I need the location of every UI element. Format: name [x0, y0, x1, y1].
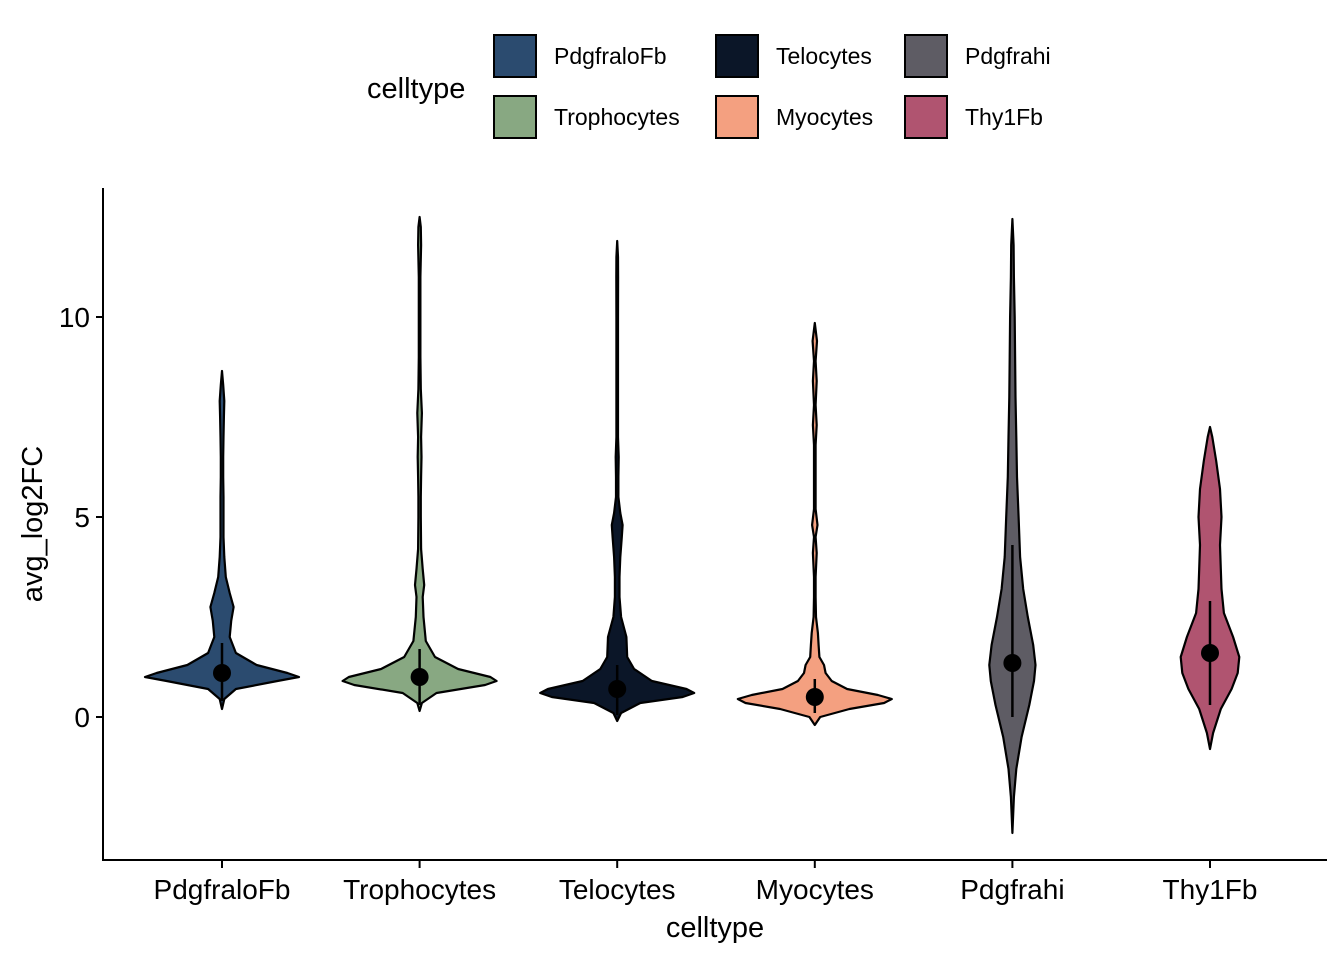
- x-tick-label: PdgfraloFb: [154, 874, 291, 905]
- legend-item: Trophocytes: [493, 95, 680, 139]
- x-axis-title: celltype: [666, 912, 764, 944]
- y-tick-label: 5: [74, 502, 90, 533]
- legend-label: Myocytes: [776, 104, 873, 130]
- legend-item: PdgfraloFb: [493, 34, 667, 78]
- legend-label: Trophocytes: [554, 104, 680, 130]
- legend-swatch: [904, 95, 948, 139]
- violin-Pdgfrahi: [988, 217, 1037, 835]
- y-axis-title: avg_log2FC: [17, 446, 49, 602]
- median-point: [1201, 644, 1219, 662]
- x-tick-label: Thy1Fb: [1163, 874, 1258, 905]
- x-tick-label: Myocytes: [756, 874, 874, 905]
- legend-swatch: [493, 95, 537, 139]
- median-point: [213, 664, 231, 682]
- violins: [143, 215, 1241, 835]
- violin-shape: [143, 369, 301, 711]
- y-tick-label: 10: [59, 302, 90, 333]
- median-point: [1003, 654, 1022, 672]
- legend-item: Myocytes: [715, 95, 873, 139]
- legend-item: Telocytes: [715, 34, 872, 78]
- legend-item: Pdgfrahi: [904, 34, 1051, 78]
- violin-shape: [341, 215, 498, 713]
- median-point: [410, 668, 429, 686]
- violin-shape: [736, 321, 893, 727]
- legend-item: Thy1Fb: [904, 95, 1043, 139]
- median-point: [805, 688, 824, 706]
- legend-label: Telocytes: [776, 43, 872, 69]
- legend-swatch: [493, 34, 537, 78]
- legend-label: Pdgfrahi: [965, 43, 1051, 69]
- violin-Telocytes: [539, 239, 696, 723]
- legend-swatch: [904, 34, 948, 78]
- violin-Myocytes: [736, 321, 893, 727]
- legend-swatch: [715, 34, 759, 78]
- legend-swatch: [715, 95, 759, 139]
- axes: [102, 188, 1327, 861]
- y-ticks: 0 5 10: [59, 302, 103, 733]
- violin-shape: [539, 239, 696, 723]
- median-point: [608, 680, 627, 698]
- x-ticks: PdgfraloFb Trophocytes Telocytes Myocytes Pd…: [154, 860, 1258, 905]
- legend-title: celltype: [367, 73, 465, 105]
- violin-shape: [1179, 425, 1241, 751]
- x-tick-label: Telocytes: [559, 874, 676, 905]
- legend: celltype PdgfraloFb Trophocytes Telocytes M…: [367, 34, 1051, 139]
- violin-shape: [988, 217, 1037, 835]
- x-tick-label: Pdgfrahi: [960, 874, 1064, 905]
- violin-Thy1Fb: [1179, 425, 1241, 751]
- violin-PdgfraloFb: [143, 369, 301, 711]
- y-tick-label: 0: [74, 702, 90, 733]
- legend-label: Thy1Fb: [965, 104, 1043, 130]
- violin-Trophocytes: [341, 215, 498, 713]
- x-tick-label: Trophocytes: [343, 874, 496, 905]
- legend-label: PdgfraloFb: [554, 43, 667, 69]
